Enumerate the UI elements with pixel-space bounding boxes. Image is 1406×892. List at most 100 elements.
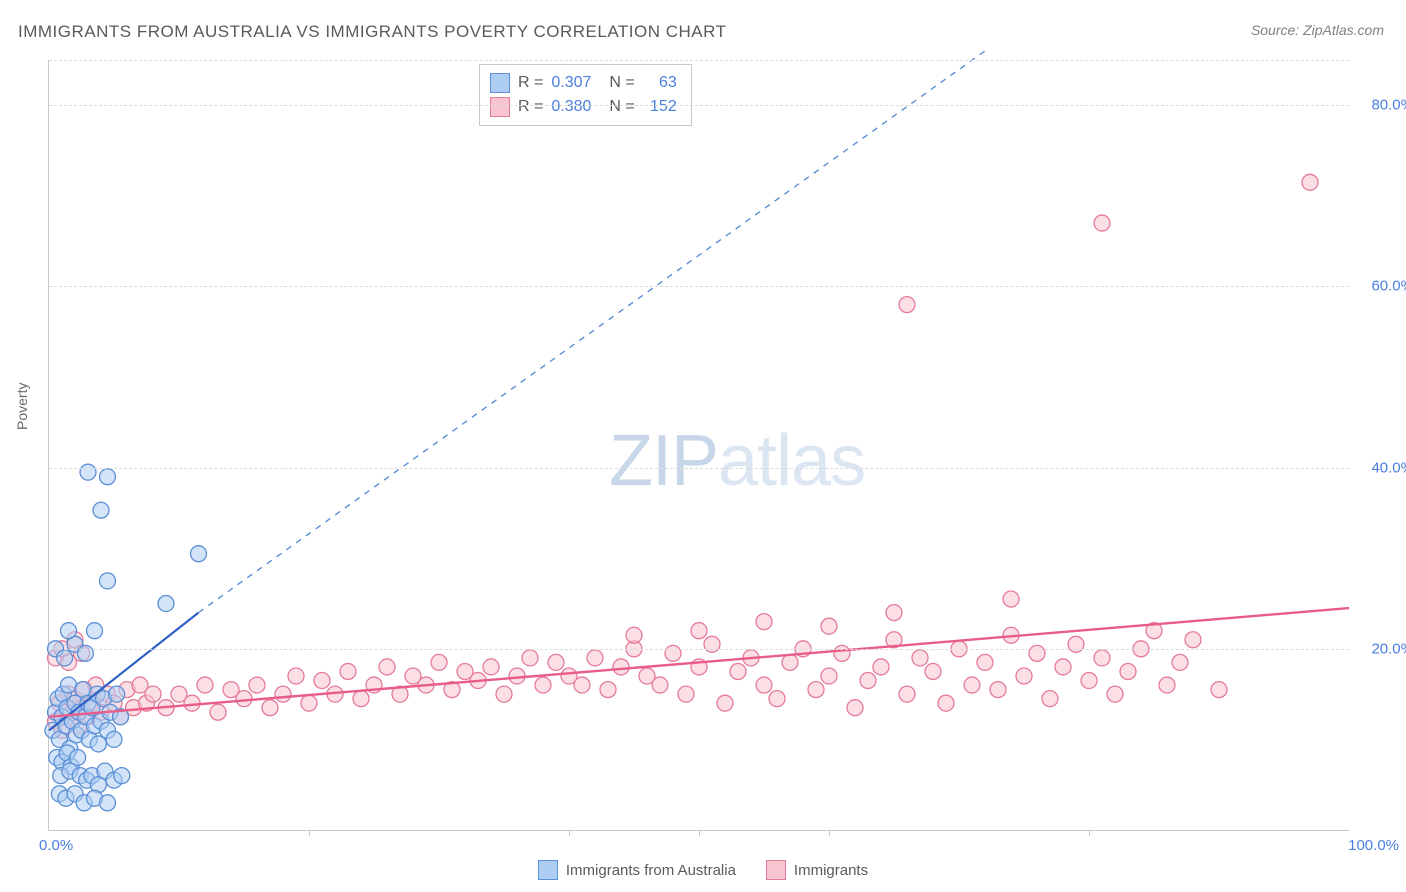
data-point [90,736,106,752]
data-point [834,645,850,661]
data-point [80,464,96,480]
y-tick-label: 80.0% [1371,97,1406,114]
data-point [665,645,681,661]
legend-row-series-2: R = 0.380 N = 152 [490,95,677,119]
legend-n-label: N = [609,95,634,119]
data-point [1094,650,1110,666]
data-point [353,691,369,707]
legend-r-value-2: 0.380 [551,95,591,119]
data-point [106,731,122,747]
legend-swatch-1 [490,73,510,93]
legend-n-value-2: 152 [643,95,677,119]
data-point [652,677,668,693]
data-point [61,623,77,639]
source-attribution: Source: ZipAtlas.com [1251,22,1384,38]
data-point [1172,654,1188,670]
y-tick-label: 20.0% [1371,640,1406,657]
gridline-h [49,286,1349,287]
x-tick-100: 100.0% [1348,837,1399,854]
legend-label-2: Immigrants [794,862,868,879]
legend-r-label: R = [518,71,543,95]
data-point [1003,591,1019,607]
data-point [704,636,720,652]
data-point [756,614,772,630]
data-point [769,691,785,707]
data-point [574,677,590,693]
data-point [1068,636,1084,652]
data-point [77,645,93,661]
data-point [288,668,304,684]
data-point [886,605,902,621]
data-point [717,695,733,711]
y-tick-label: 60.0% [1371,278,1406,295]
data-point [847,700,863,716]
x-tick-mark [569,830,570,836]
x-tick-mark [829,830,830,836]
data-point [275,686,291,702]
data-point [873,659,889,675]
data-point [613,659,629,675]
gridline-h [49,649,1349,650]
data-point [860,673,876,689]
data-point [678,686,694,702]
data-point [100,573,116,589]
data-point [691,623,707,639]
correlation-legend: R = 0.307 N = 63 R = 0.380 N = 152 [479,64,692,126]
data-point [535,677,551,693]
data-point [1211,682,1227,698]
data-point [61,677,77,693]
data-point [626,627,642,643]
data-point [1042,691,1058,707]
legend-swatch-2 [490,97,510,117]
data-point [1120,663,1136,679]
data-point [821,668,837,684]
data-point [431,654,447,670]
data-point [301,695,317,711]
data-point [808,682,824,698]
data-point [379,659,395,675]
data-point [964,677,980,693]
data-point [483,659,499,675]
x-tick-mark [1089,830,1090,836]
legend-label-1: Immigrants from Australia [566,862,736,879]
data-point [756,677,772,693]
data-point [977,654,993,670]
legend-row-series-1: R = 0.307 N = 63 [490,71,677,95]
data-point [912,650,928,666]
x-tick-mark [699,830,700,836]
data-point [314,673,330,689]
data-point [782,654,798,670]
data-point [548,654,564,670]
legend-swatch-1 [538,860,558,880]
data-point [210,704,226,720]
gridline-h [49,60,1349,61]
data-point [1081,673,1097,689]
y-tick-label: 40.0% [1371,459,1406,476]
data-point [93,502,109,518]
data-point [100,795,116,811]
data-point [197,677,213,693]
chart-title: IMMIGRANTS FROM AUSTRALIA VS IMMIGRANTS … [18,22,727,42]
data-point [114,768,130,784]
data-point [1302,174,1318,190]
data-point [1016,668,1032,684]
data-point [1094,215,1110,231]
legend-swatch-2 [766,860,786,880]
data-point [600,682,616,698]
data-point [236,691,252,707]
legend-item-2: Immigrants [766,860,868,880]
data-point [1055,659,1071,675]
data-point [1029,645,1045,661]
data-point [57,650,73,666]
data-point [1185,632,1201,648]
x-tick-0: 0.0% [39,837,73,854]
x-tick-mark [309,830,310,836]
data-point [899,297,915,313]
data-point [899,686,915,702]
data-point [587,650,603,666]
data-point [925,663,941,679]
series-legend: Immigrants from Australia Immigrants [0,860,1406,880]
legend-n-value-1: 63 [643,71,677,95]
data-point [1159,677,1175,693]
legend-item-1: Immigrants from Australia [538,860,736,880]
